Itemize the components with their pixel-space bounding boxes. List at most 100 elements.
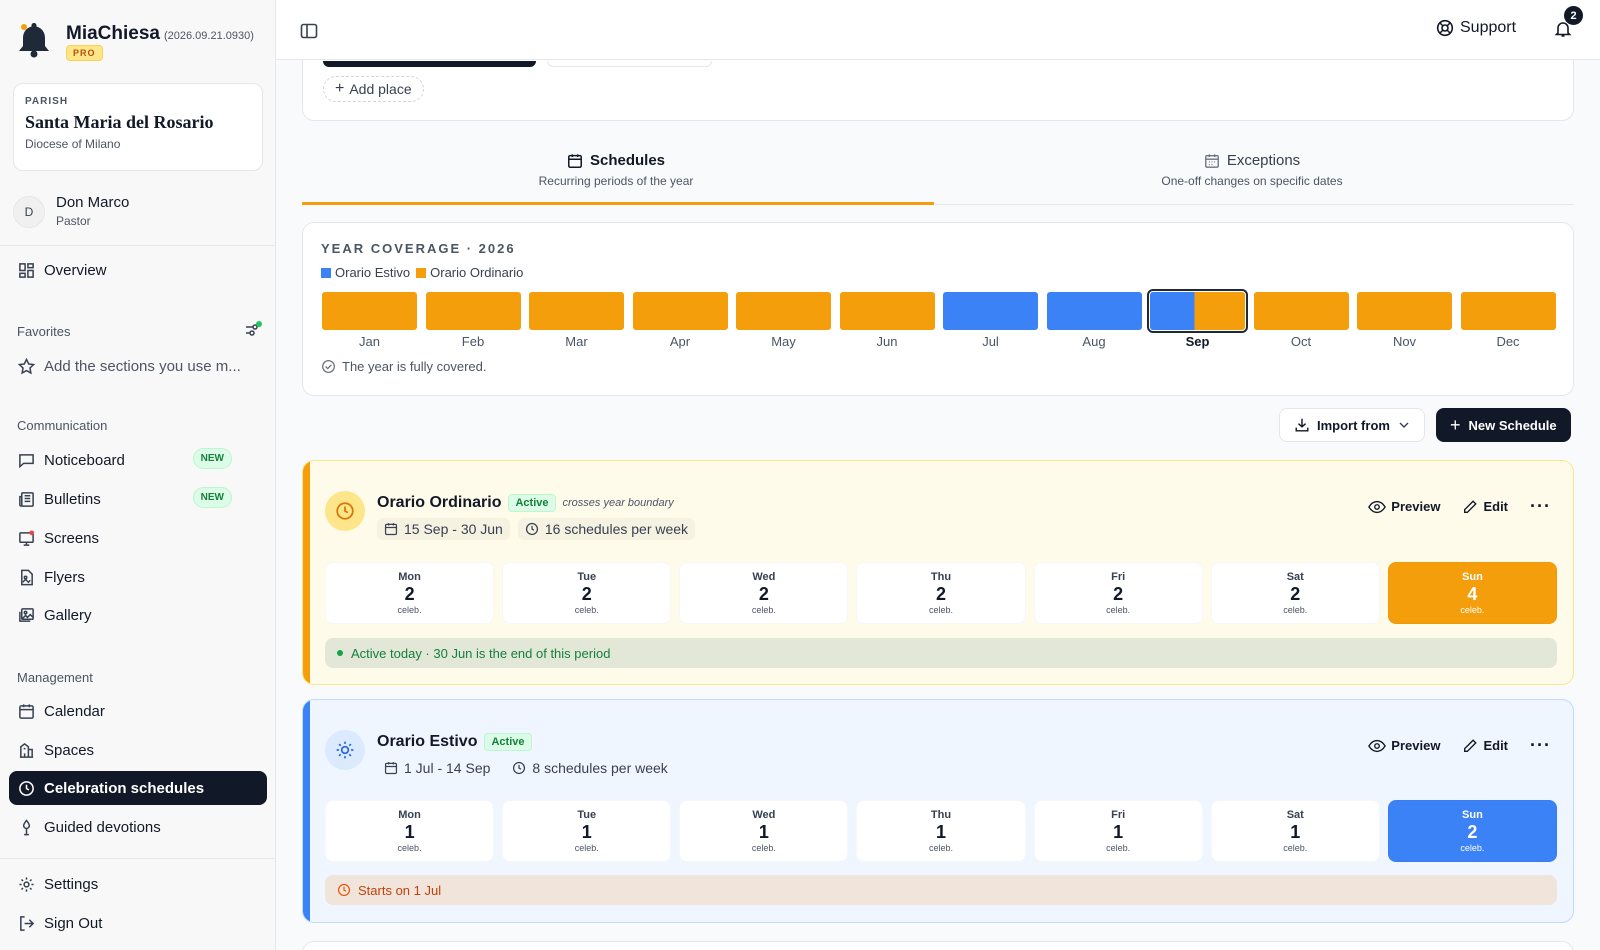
day-tile-tue: Tue 2 celeb. (502, 562, 672, 624)
avatar: D (13, 196, 45, 228)
month-bar-apr[interactable] (632, 292, 728, 330)
schedule-card-ordinario[interactable]: Orario Ordinario Active crosses year bound… (302, 460, 1574, 685)
day-count: 1 (581, 822, 592, 842)
month-label: Sep (1185, 334, 1210, 349)
month-bar-may[interactable] (736, 292, 831, 330)
month-label: Aug (1082, 334, 1106, 349)
schedule-card-next[interactable] (302, 941, 1574, 950)
month-bar-nov[interactable] (1357, 292, 1452, 330)
import-from-button[interactable]: Import from (1279, 408, 1425, 442)
schedule-meta: 1 Jul - 14 Sep 8 schedules per week (377, 757, 675, 779)
preview-button[interactable]: Preview (1368, 738, 1440, 753)
user-profile[interactable]: D Don Marco Pastor (13, 193, 129, 231)
church-building-icon (19, 742, 34, 758)
edit-button[interactable]: Edit (1462, 499, 1508, 515)
coverage-status: The year is fully covered. (321, 359, 487, 374)
nav-calendar[interactable]: Calendar (9, 694, 267, 728)
more-options-icon[interactable]: ··· (1530, 496, 1551, 516)
coverage-legend: Orario Estivo Orario Ordinario (321, 265, 523, 280)
nav-guided-devotions[interactable]: Guided devotions (9, 810, 267, 844)
day-name: Sun (1462, 571, 1483, 583)
message-square-icon (19, 453, 34, 468)
day-tile-thu: Thu 1 celeb. (856, 800, 1026, 862)
status-badge: Active (508, 494, 556, 512)
log-out-icon (20, 915, 35, 931)
more-options-icon[interactable]: ··· (1530, 735, 1551, 755)
import-from-label: Import from (1317, 417, 1390, 433)
notification-bell-icon (1554, 22, 1572, 37)
nav-bulletins[interactable]: Bulletins NEW (9, 482, 267, 516)
day-count: 1 (758, 822, 769, 842)
support-button[interactable]: Support (1436, 19, 1516, 37)
month-bar-jan[interactable] (322, 292, 417, 330)
day-tile-wed: Wed 1 celeb. (679, 800, 849, 862)
status-dot-icon (337, 650, 343, 656)
nav-flyers[interactable]: Flyers (9, 560, 267, 594)
day-count: 2 (404, 584, 415, 604)
nav-sign-out[interactable]: Sign Out (9, 906, 267, 940)
day-tile-sun: Sun 4 celeb. (1387, 562, 1557, 624)
month-label: Jul (982, 334, 999, 349)
month-bar-aug[interactable] (1046, 292, 1142, 330)
nav-noticeboard[interactable]: Noticeboard NEW (9, 443, 267, 477)
day-tile-sat: Sat 2 celeb. (1210, 562, 1380, 624)
schedule-accent-bar (303, 700, 310, 922)
calendar-days-icon (1204, 153, 1219, 168)
lifebuoy-icon (1436, 19, 1454, 37)
tabs-divider (302, 204, 1574, 205)
parish-card[interactable]: PARISH Santa Maria del Rosario Diocese o… (13, 83, 263, 171)
calendar-icon (384, 523, 398, 536)
calendar-icon (384, 762, 398, 775)
month-bar-oct[interactable] (1253, 292, 1349, 330)
nav-celebration-schedules[interactable]: Celebration schedules (9, 771, 267, 805)
month-label: Feb (461, 334, 485, 349)
sidebar-toggle-icon[interactable] (300, 22, 318, 40)
nav-screens[interactable]: Screens (9, 521, 267, 555)
day-unit: celeb. (1460, 605, 1485, 615)
nav-overview-label: Overview (44, 261, 107, 279)
new-schedule-button[interactable]: + New Schedule (1436, 408, 1571, 442)
coverage-title: YEAR COVERAGE · 2026 (321, 241, 516, 256)
star-icon (18, 357, 35, 374)
plus-icon: + (1450, 414, 1461, 435)
place-chip-selected[interactable] (323, 61, 536, 67)
favorites-hint[interactable]: Add the sections you use m... (9, 349, 267, 383)
tab-exceptions[interactable]: Exceptions One-off changes on specific d… (930, 152, 1574, 188)
support-label: Support (1460, 19, 1517, 36)
nav-screens-label: Screens (44, 529, 100, 547)
calendar-icon (568, 153, 582, 168)
day-count: 2 (758, 584, 769, 604)
add-place-button[interactable]: + Add place (323, 76, 424, 102)
month-bar-sep[interactable] (1147, 289, 1248, 333)
schedule-card-estivo[interactable]: Orario Estivo Active 1 Jul - 14 Sep 8 sch… (302, 699, 1574, 923)
schedule-actions: Preview Edit ··· (1368, 496, 1551, 517)
month-bar-feb[interactable] (425, 292, 521, 330)
nav-spaces[interactable]: Spaces (9, 733, 267, 767)
plus-icon: + (335, 80, 345, 97)
day-name: Sun (1462, 809, 1483, 821)
tab-schedules[interactable]: Schedules Recurring periods of the year (302, 152, 930, 188)
notifications-button[interactable]: 2 (1554, 6, 1583, 40)
month-bar-jul[interactable] (943, 292, 1038, 330)
schedule-icon (325, 730, 365, 770)
clock-icon (19, 780, 34, 796)
communication-title: Communication (17, 418, 108, 433)
nav-settings[interactable]: Settings (9, 867, 267, 901)
month-bar-jun[interactable] (839, 292, 935, 330)
preview-button[interactable]: Preview (1368, 499, 1440, 514)
month-bar-dec[interactable] (1460, 292, 1556, 330)
per-week-count: 16 schedules per week (518, 518, 695, 540)
sidebar: MiaChiesa (2026.09.21.0930) PRO PARISH Sa… (0, 0, 276, 950)
tab-active-indicator (302, 202, 934, 205)
edit-button[interactable]: Edit (1462, 738, 1508, 754)
place-chip[interactable] (547, 61, 712, 67)
nav-gallery[interactable]: Gallery (9, 598, 267, 632)
nav-overview[interactable]: Overview (9, 253, 267, 287)
day-unit: celeb. (928, 843, 953, 853)
month-bar-mar[interactable] (529, 292, 624, 330)
nav-settings-label: Settings (44, 875, 99, 893)
nav-spaces-label: Spaces (44, 741, 95, 759)
manage-favorites-icon[interactable] (244, 321, 262, 339)
day-name: Sat (1286, 809, 1304, 821)
per-week-count: 8 schedules per week (505, 757, 674, 779)
